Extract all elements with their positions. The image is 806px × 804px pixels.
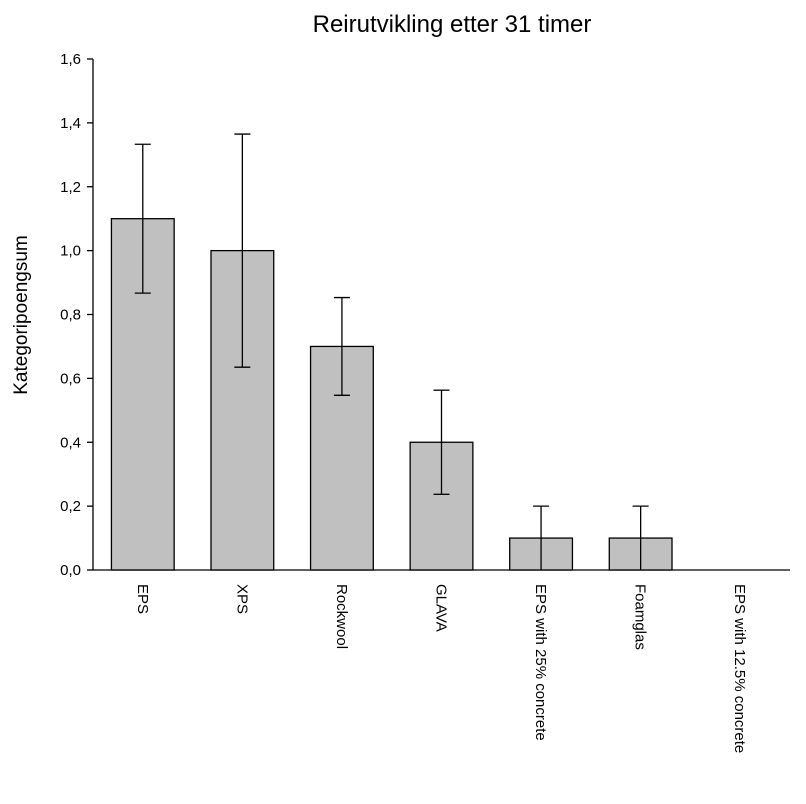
chart-title: Reirutvikling etter 31 timer (313, 11, 592, 38)
x-tick-label: GLAVA (433, 584, 450, 632)
y-tick-label: 1,0 (60, 243, 81, 260)
x-tick-label: XPS (233, 584, 250, 614)
y-tick-label: 0,8 (60, 307, 81, 324)
y-axis-label: Kategoripoengsum (11, 235, 32, 395)
y-tick-label: 0,0 (60, 562, 81, 579)
x-tick-label: Rockwool (333, 584, 350, 649)
y-tick-label: 1,4 (60, 115, 81, 132)
plot-area: 0,0 0,2 0,4 0,6 0,8 1,0 1,2 1,4 1,6 EPS XPS Rockwoo… (60, 51, 790, 753)
y-tick-label: 1,6 (60, 51, 81, 68)
y-tick-label: 1,2 (60, 179, 81, 196)
y-tick-label: 0,6 (60, 370, 81, 387)
x-tick-label: Foamglas (632, 584, 649, 650)
x-tick-label: EPS with 12.5% concrete (731, 584, 748, 753)
x-tick-label: EPS with 25% concrete (532, 584, 549, 741)
y-tick-label: 0,2 (60, 498, 81, 515)
y-tick-label: 0,4 (60, 434, 81, 451)
x-tick-label: EPS (134, 584, 151, 614)
bar (409, 441, 474, 571)
